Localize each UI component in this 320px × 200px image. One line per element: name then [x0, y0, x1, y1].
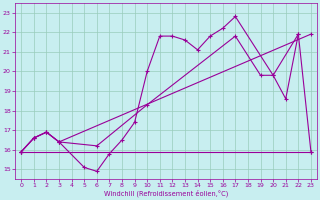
X-axis label: Windchill (Refroidissement éolien,°C): Windchill (Refroidissement éolien,°C) [104, 190, 228, 197]
